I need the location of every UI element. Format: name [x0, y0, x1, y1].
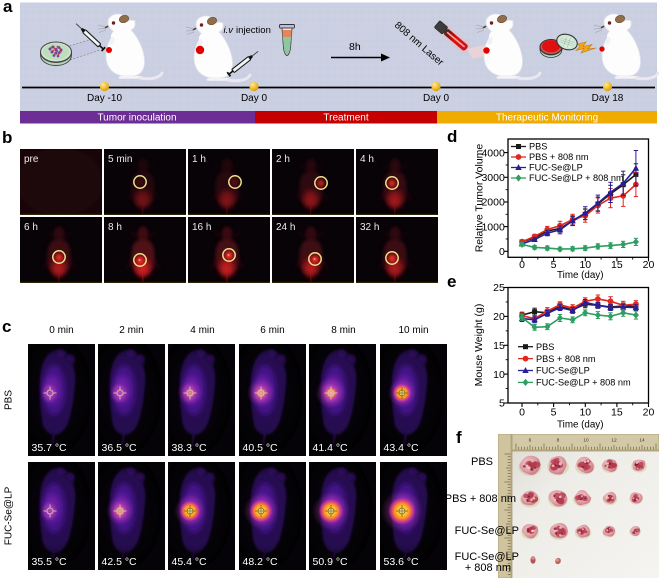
svg-text:5: 5	[551, 259, 557, 271]
svg-text:16 h: 16 h	[192, 222, 211, 233]
svg-text:40.5 °C: 40.5 °C	[243, 442, 279, 454]
svg-text:25: 25	[493, 282, 505, 294]
svg-text:Day 0: Day 0	[423, 93, 450, 104]
svg-text:Day 18: Day 18	[592, 93, 624, 104]
svg-text:2000: 2000	[481, 197, 505, 209]
svg-text:PBS + 808 nm: PBS + 808 nm	[529, 152, 589, 162]
svg-text:41.4 °C: 41.4 °C	[313, 442, 349, 454]
svg-text:15: 15	[611, 259, 623, 271]
svg-text:Day -10: Day -10	[87, 93, 122, 104]
svg-text:FUC-Se@LP + 808 nm: FUC-Se@LP + 808 nm	[529, 173, 624, 183]
svg-text:1000: 1000	[481, 221, 505, 233]
svg-text:2 h: 2 h	[276, 154, 290, 165]
svg-text:24 h: 24 h	[276, 222, 295, 233]
svg-text:PBS: PBS	[536, 342, 554, 352]
svg-text:15: 15	[611, 407, 623, 419]
svg-text:10: 10	[493, 369, 505, 381]
svg-text:8h: 8h	[349, 41, 361, 53]
svg-text:i.v: i.v	[224, 25, 235, 36]
svg-text:15: 15	[493, 340, 505, 352]
svg-text:36.5 °C: 36.5 °C	[102, 442, 138, 454]
svg-text:42.5 °C: 42.5 °C	[102, 556, 138, 568]
svg-text:pre: pre	[24, 154, 39, 165]
svg-text:50.9 °C: 50.9 °C	[313, 556, 349, 568]
svg-text:Therapeutic Monitoring: Therapeutic Monitoring	[496, 113, 598, 124]
svg-text:PBS + 808 nm: PBS + 808 nm	[536, 354, 596, 364]
svg-text:Tumor inoculation: Tumor inoculation	[97, 113, 176, 124]
svg-text:injection: injection	[236, 25, 271, 36]
svg-text:8 h: 8 h	[108, 222, 122, 233]
svg-text:20: 20	[643, 407, 655, 419]
svg-text:Time (day): Time (day)	[557, 420, 603, 431]
svg-text:20: 20	[643, 259, 655, 271]
svg-text:Treatment: Treatment	[323, 113, 368, 124]
svg-text:4000: 4000	[481, 147, 505, 159]
svg-text:14: 14	[639, 438, 645, 444]
svg-text:Relative Tumor Volume: Relative Tumor Volume	[474, 144, 486, 253]
svg-text:45.4 °C: 45.4 °C	[172, 556, 208, 568]
svg-text:Time (day): Time (day)	[557, 270, 603, 281]
svg-text:32 h: 32 h	[360, 222, 379, 233]
svg-text:0: 0	[519, 259, 525, 271]
svg-text:6 h: 6 h	[24, 222, 38, 233]
svg-text:5 min: 5 min	[108, 154, 132, 165]
svg-text:43.4 °C: 43.4 °C	[384, 442, 420, 454]
svg-text:35.5 °C: 35.5 °C	[32, 556, 68, 568]
svg-text:FUC-Se@LP: FUC-Se@LP	[529, 163, 583, 173]
svg-text:1 h: 1 h	[192, 154, 206, 165]
svg-text:38.3 °C: 38.3 °C	[172, 442, 208, 454]
svg-text:20: 20	[493, 311, 505, 323]
svg-text:35.7 °C: 35.7 °C	[32, 442, 68, 454]
svg-text:10: 10	[583, 438, 589, 444]
svg-text:0: 0	[499, 246, 505, 258]
svg-text:Day 0: Day 0	[241, 93, 268, 104]
svg-text:53.6 °C: 53.6 °C	[384, 556, 420, 568]
svg-text:4 h: 4 h	[360, 154, 374, 165]
svg-text:FUC-Se@LP: FUC-Se@LP	[536, 366, 590, 376]
svg-text:12: 12	[611, 438, 617, 444]
svg-text:5: 5	[499, 398, 505, 410]
svg-text:8: 8	[557, 438, 560, 444]
svg-text:6: 6	[529, 438, 532, 444]
svg-text:0: 0	[519, 407, 525, 419]
svg-text:Mouse Weight (g): Mouse Weight (g)	[473, 304, 485, 387]
svg-text:10: 10	[579, 259, 591, 271]
svg-text:5: 5	[551, 407, 557, 419]
svg-text:10: 10	[579, 407, 591, 419]
svg-text:PBS: PBS	[529, 142, 547, 152]
svg-text:48.2 °C: 48.2 °C	[243, 556, 279, 568]
svg-text:FUC-Se@LP + 808 nm: FUC-Se@LP + 808 nm	[536, 378, 631, 388]
svg-text:3000: 3000	[481, 172, 505, 184]
